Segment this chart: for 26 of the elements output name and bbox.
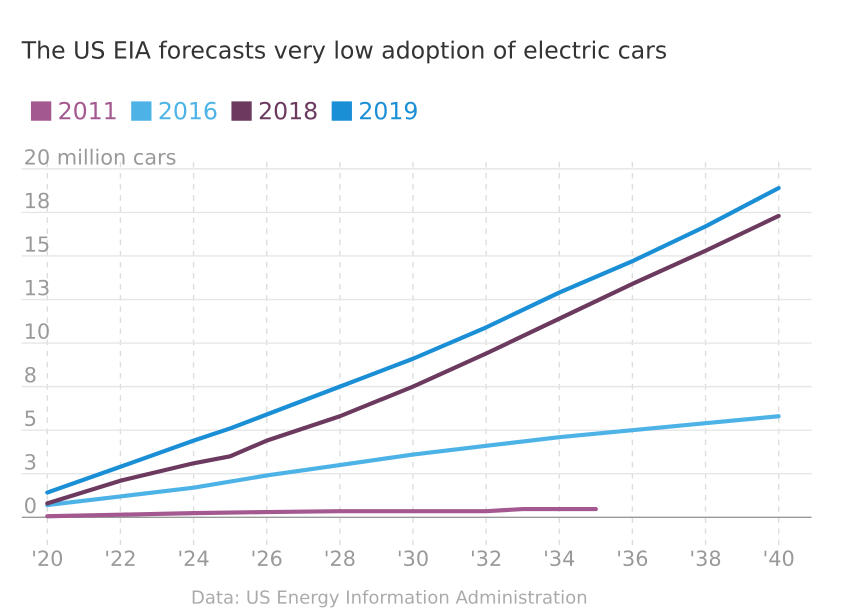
- y-tick-label: 3: [25, 454, 36, 470]
- x-tick-label: '32: [472, 550, 500, 566]
- legend-label: 2018: [260, 102, 317, 120]
- x-tick-label: '30: [398, 550, 428, 566]
- y-tick-label: 8: [25, 366, 36, 383]
- legend-label: 2019: [360, 102, 417, 120]
- x-tick-label: '36: [618, 550, 648, 566]
- legend-label: 2011: [59, 102, 116, 120]
- x-tick-label: '28: [326, 550, 355, 566]
- x-tick-label: '24: [179, 550, 209, 566]
- x-tick-label: '34: [545, 550, 574, 566]
- x-tick-label: '22: [106, 550, 134, 566]
- y-tick-label: 0: [25, 497, 36, 514]
- y-tick-label: 20 million cars: [25, 148, 176, 165]
- y-tick-label: 13: [26, 280, 49, 296]
- chart-title: The US EIA forecasts very low adoption of electric cars: [22, 40, 666, 64]
- x-tick-label: '26: [252, 550, 282, 566]
- y-tick-label: 5: [25, 410, 36, 426]
- y-tick-label: 10: [26, 323, 49, 340]
- x-tick-label: '40: [764, 550, 794, 566]
- y-tick-label: 15: [26, 236, 48, 252]
- x-tick-label: '20: [33, 550, 62, 566]
- y-tick-label: 18: [26, 192, 49, 208]
- legend-label: 2016: [160, 102, 216, 120]
- x-tick-label: '38: [691, 550, 720, 566]
- text: Data: US Energy Information Administration: [192, 590, 586, 608]
